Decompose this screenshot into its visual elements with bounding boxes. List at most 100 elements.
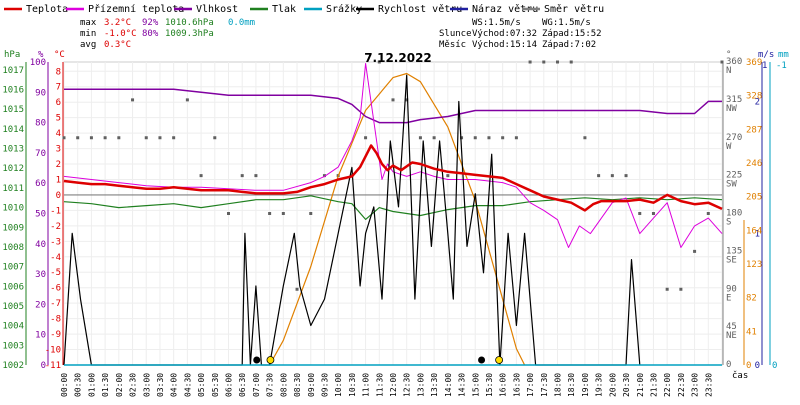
temp-tick: 6 bbox=[56, 98, 61, 108]
avg-label: avg bbox=[80, 40, 96, 50]
time-tick: 12:30 bbox=[403, 373, 412, 397]
wind-direction-point bbox=[487, 136, 491, 140]
direction-name: N bbox=[726, 66, 731, 76]
temp-axis-label: °C bbox=[54, 50, 65, 60]
time-tick: 12:00 bbox=[389, 373, 398, 397]
time-tick: 10:30 bbox=[348, 373, 357, 397]
wind-direction-point bbox=[665, 287, 669, 291]
temp-tick: 5 bbox=[56, 114, 61, 124]
pressure-tick: 1015 bbox=[2, 105, 24, 115]
wind-direction-point bbox=[679, 287, 683, 291]
temp-tick: -9 bbox=[50, 330, 61, 340]
direction-tick: 135 bbox=[726, 246, 742, 256]
wind-direction-point bbox=[624, 174, 628, 178]
temperature-line bbox=[63, 144, 723, 212]
direction-tick: 315 bbox=[726, 95, 742, 105]
humidity-tick: 30 bbox=[35, 270, 46, 280]
solar-tick: 205 bbox=[746, 193, 762, 203]
temp-tick: -1 bbox=[50, 206, 61, 216]
direction-name: NE bbox=[726, 331, 737, 341]
wind-direction-point bbox=[405, 98, 409, 102]
moonrise-info: Východ:15:14 bbox=[472, 40, 537, 50]
direction-name: NW bbox=[726, 104, 737, 114]
wind-direction-point bbox=[199, 174, 203, 178]
temp-tick: -6 bbox=[50, 284, 61, 294]
time-tick: 11:00 bbox=[362, 373, 371, 397]
wind-direction-point bbox=[514, 136, 518, 140]
humidity-tick: 100 bbox=[30, 58, 46, 68]
wind-direction-point bbox=[528, 60, 532, 64]
avg-temp: 0.3°C bbox=[104, 40, 131, 50]
time-tick: 05:00 bbox=[197, 373, 206, 397]
temp-tick: -11 bbox=[45, 361, 61, 371]
moon-label: Měsíc bbox=[439, 40, 466, 50]
wind-direction-point bbox=[62, 136, 66, 140]
humidity-line bbox=[64, 88, 722, 124]
time-tick: 10:00 bbox=[334, 373, 343, 397]
time-tick: 00:30 bbox=[74, 373, 83, 397]
time-tick: 06:00 bbox=[225, 373, 234, 397]
time-tick: 08:30 bbox=[293, 373, 302, 397]
legend-label: Rychlost větru bbox=[378, 3, 462, 15]
pressure-axis-label: hPa bbox=[4, 50, 20, 60]
humidity-tick: 0 bbox=[41, 361, 46, 371]
time-tick: 08:00 bbox=[279, 373, 288, 397]
wind-direction-point bbox=[227, 212, 230, 215]
pressure-tick: 1011 bbox=[2, 184, 24, 194]
sunset-marker bbox=[495, 356, 504, 364]
axes: hPa% °C1017101610151014101310121011101010… bbox=[2, 50, 789, 397]
pressure-tick: 1006 bbox=[2, 282, 24, 292]
speed-top-tick: 1 bbox=[762, 61, 767, 71]
direction-tick: 45 bbox=[726, 322, 737, 332]
wind-direction-point bbox=[542, 60, 546, 64]
direction-name: SE bbox=[726, 255, 737, 265]
rain-axis-label: mm bbox=[778, 50, 789, 60]
wind-direction-point bbox=[89, 136, 93, 140]
time-tick: 19:00 bbox=[581, 373, 590, 397]
time-tick: 16:00 bbox=[499, 373, 508, 397]
direction-tick: 270 bbox=[726, 133, 742, 143]
time-tick: 22:00 bbox=[663, 373, 672, 397]
wind-direction-point bbox=[706, 212, 710, 215]
humidity-tick: 90 bbox=[35, 88, 46, 98]
humidity-tick: 60 bbox=[35, 179, 46, 189]
temp-tick: -7 bbox=[50, 299, 61, 309]
time-tick: 17:30 bbox=[540, 373, 549, 397]
pressure-tick: 1008 bbox=[2, 243, 24, 253]
pressure-tick: 1017 bbox=[2, 66, 24, 76]
temp-tick: 3 bbox=[56, 145, 61, 155]
wind-direction-point bbox=[309, 212, 313, 215]
solar-tick: 123 bbox=[746, 260, 762, 270]
max-pressure: 1010.6hPa bbox=[165, 18, 214, 28]
time-tick: 07:30 bbox=[266, 373, 275, 397]
time-tick: 13:30 bbox=[430, 373, 439, 397]
wind-direction-point bbox=[460, 136, 464, 140]
time-tick: 20:00 bbox=[608, 373, 617, 397]
temp-tick: -3 bbox=[50, 237, 61, 247]
wind-direction-point bbox=[446, 174, 450, 178]
legend-label: Teplota bbox=[26, 4, 68, 15]
temp-tick: -2 bbox=[50, 222, 61, 232]
solar-tick: 246 bbox=[746, 159, 762, 169]
wind-direction-point bbox=[364, 136, 368, 140]
time-tick: 09:30 bbox=[320, 373, 329, 397]
solar-tick: 369 bbox=[746, 58, 762, 68]
pressure-line bbox=[63, 195, 723, 220]
moonrise-marker bbox=[478, 356, 486, 364]
time-tick: 03:00 bbox=[142, 373, 151, 397]
time-tick: 15:30 bbox=[485, 373, 494, 397]
series bbox=[62, 60, 724, 366]
wind-speed-info: WS:1.5m/s bbox=[472, 18, 521, 28]
legend-label: Tlak bbox=[272, 4, 296, 15]
wind-direction-point bbox=[377, 60, 381, 64]
temp-tick: 1 bbox=[56, 175, 61, 185]
time-tick: 04:00 bbox=[170, 373, 179, 397]
humidity-tick: 50 bbox=[35, 210, 46, 220]
humidity-tick: 80 bbox=[35, 119, 46, 129]
max-humidity: 92% bbox=[142, 18, 159, 28]
temp-tick: -4 bbox=[50, 253, 61, 263]
time-tick: 01:00 bbox=[87, 373, 96, 397]
wind-direction-point bbox=[158, 136, 162, 140]
pressure-tick: 1012 bbox=[2, 164, 24, 174]
